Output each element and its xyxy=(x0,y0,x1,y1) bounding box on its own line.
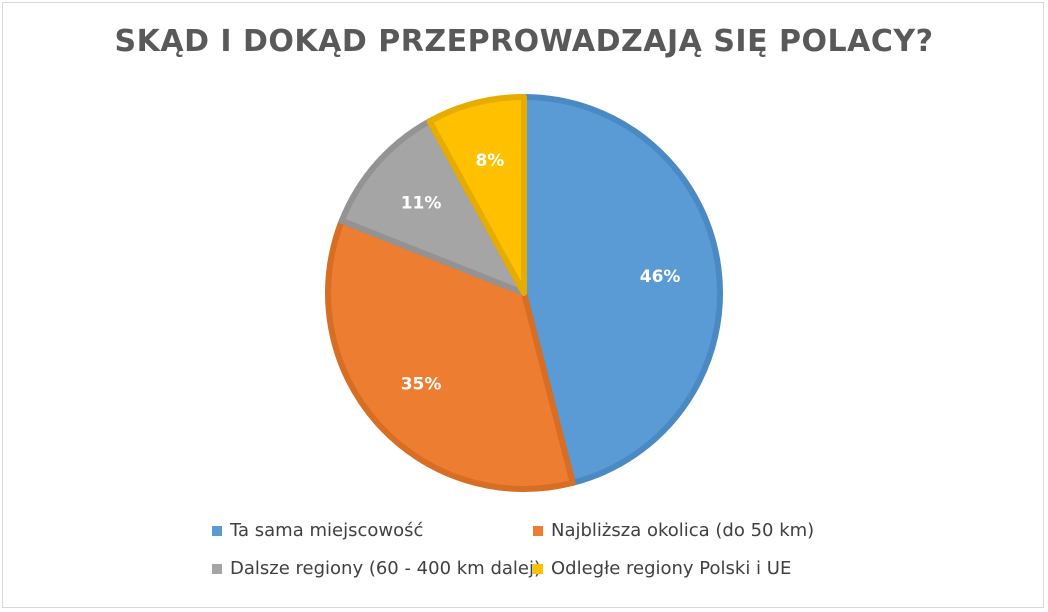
slice-odlegle-regiony xyxy=(426,94,527,296)
data-label: 35% xyxy=(401,375,442,395)
legend-item-odlegle-regiony: Odległe regiony Polski i UE xyxy=(533,558,791,579)
slice-dalsze-regiony xyxy=(338,118,527,296)
legend-label: Ta sama miejscowość xyxy=(230,520,424,541)
slice-najblizsza-okolica xyxy=(325,217,576,492)
pie-data-labels: 46% 35% 11% 8% xyxy=(401,151,681,395)
legend-swatch xyxy=(533,525,543,536)
legend-swatch xyxy=(212,563,222,574)
data-label: 8% xyxy=(475,151,504,171)
legend-label: Dalsze regiony (60 - 400 km dalej) xyxy=(230,558,541,579)
legend-swatch xyxy=(533,563,543,574)
legend-swatch xyxy=(212,525,222,536)
legend-item-ta-sama-miejscowosc: Ta sama miejscowość xyxy=(212,520,423,541)
legend-item-najblizsza-okolica: Najbliższa okolica (do 50 km) xyxy=(533,520,814,541)
slice-ta-sama-miejscowosc xyxy=(521,94,723,486)
data-label: 11% xyxy=(401,193,442,213)
legend-item-dalsze-regiony: Dalsze regiony (60 - 400 km dalej) xyxy=(212,558,541,579)
pie-slices xyxy=(325,94,723,492)
legend-label: Najbliższa okolica (do 50 km) xyxy=(551,520,815,541)
legend-label: Odległe regiony Polski i UE xyxy=(551,558,792,579)
chart-title: SKĄD I DOKĄD PRZEPROWADZAJĄ SIĘ POLACY? xyxy=(114,24,934,59)
data-label: 46% xyxy=(640,267,681,287)
